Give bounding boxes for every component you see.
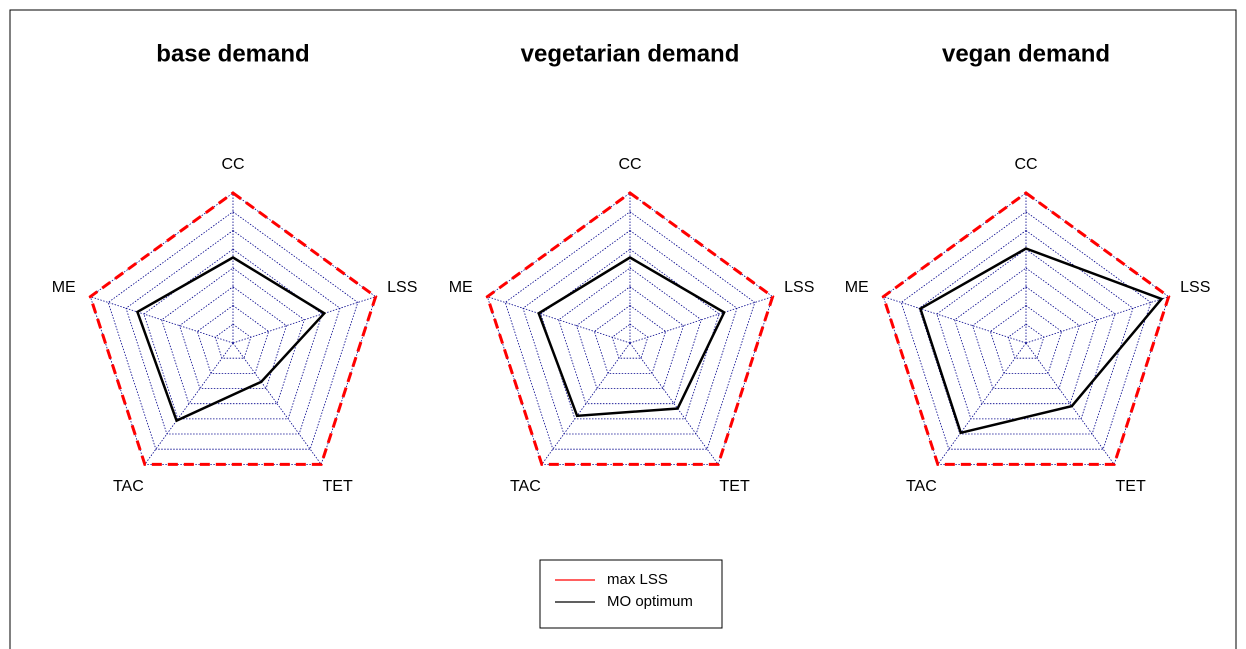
axis-label: LSS (387, 279, 417, 296)
grid-ring (593, 305, 667, 374)
spoke (629, 342, 719, 465)
axis-label: CC (221, 156, 244, 173)
grid-ring (214, 323, 252, 359)
legend-box (539, 559, 723, 629)
spoke (629, 296, 773, 344)
series-line (485, 191, 775, 466)
spoke (144, 342, 234, 465)
frame (9, 9, 1237, 649)
chart-title: vegetarian demand (521, 40, 740, 67)
spoke (1025, 296, 1169, 344)
series-line (135, 256, 327, 423)
axis-label: TAC (906, 478, 937, 495)
grid-ring (954, 267, 1098, 405)
grid-ring (1007, 323, 1045, 359)
axis-label: ME (449, 279, 473, 296)
axis-label: CC (1014, 156, 1037, 173)
legend-label: MO optimum (607, 593, 693, 610)
series-line (881, 191, 1171, 466)
grid-ring (107, 211, 359, 450)
grid-ring (504, 211, 756, 450)
grid-ring (196, 305, 270, 374)
grid-ring (558, 267, 702, 405)
spoke (232, 342, 322, 465)
grid-ring (900, 211, 1152, 450)
spoke (487, 296, 631, 344)
spoke (232, 296, 376, 344)
series-line (88, 191, 378, 466)
spoke (883, 296, 1027, 344)
grid-ring (936, 248, 1116, 420)
spoke (1025, 342, 1115, 465)
series-line (918, 247, 1164, 435)
axis-label: TET (1116, 478, 1146, 495)
grid-ring (576, 286, 684, 389)
series-line (537, 256, 726, 418)
spoke (541, 342, 631, 465)
axis-label: TET (323, 478, 353, 495)
spoke (937, 342, 1027, 465)
axis-label: ME (52, 279, 76, 296)
legend-label: max LSS (607, 571, 668, 588)
axis-label: ME (845, 279, 869, 296)
chart-title: base demand (156, 40, 309, 67)
grid-ring (972, 286, 1080, 389)
grid-ring (179, 286, 287, 389)
grid-ring (918, 230, 1134, 435)
grid-ring (989, 305, 1063, 374)
axis-label: LSS (784, 279, 814, 296)
grid-ring (161, 267, 305, 405)
grid-ring (125, 230, 341, 435)
axis-label: CC (618, 156, 641, 173)
axis-label: TAC (113, 478, 144, 495)
spoke (90, 296, 234, 344)
grid-ring (143, 248, 323, 420)
grid-ring (611, 323, 649, 359)
axis-label: TAC (510, 478, 541, 495)
axis-label: LSS (1180, 279, 1210, 296)
grid-ring (522, 230, 738, 435)
axis-label: TET (720, 478, 750, 495)
chart-title: vegan demand (942, 40, 1110, 67)
